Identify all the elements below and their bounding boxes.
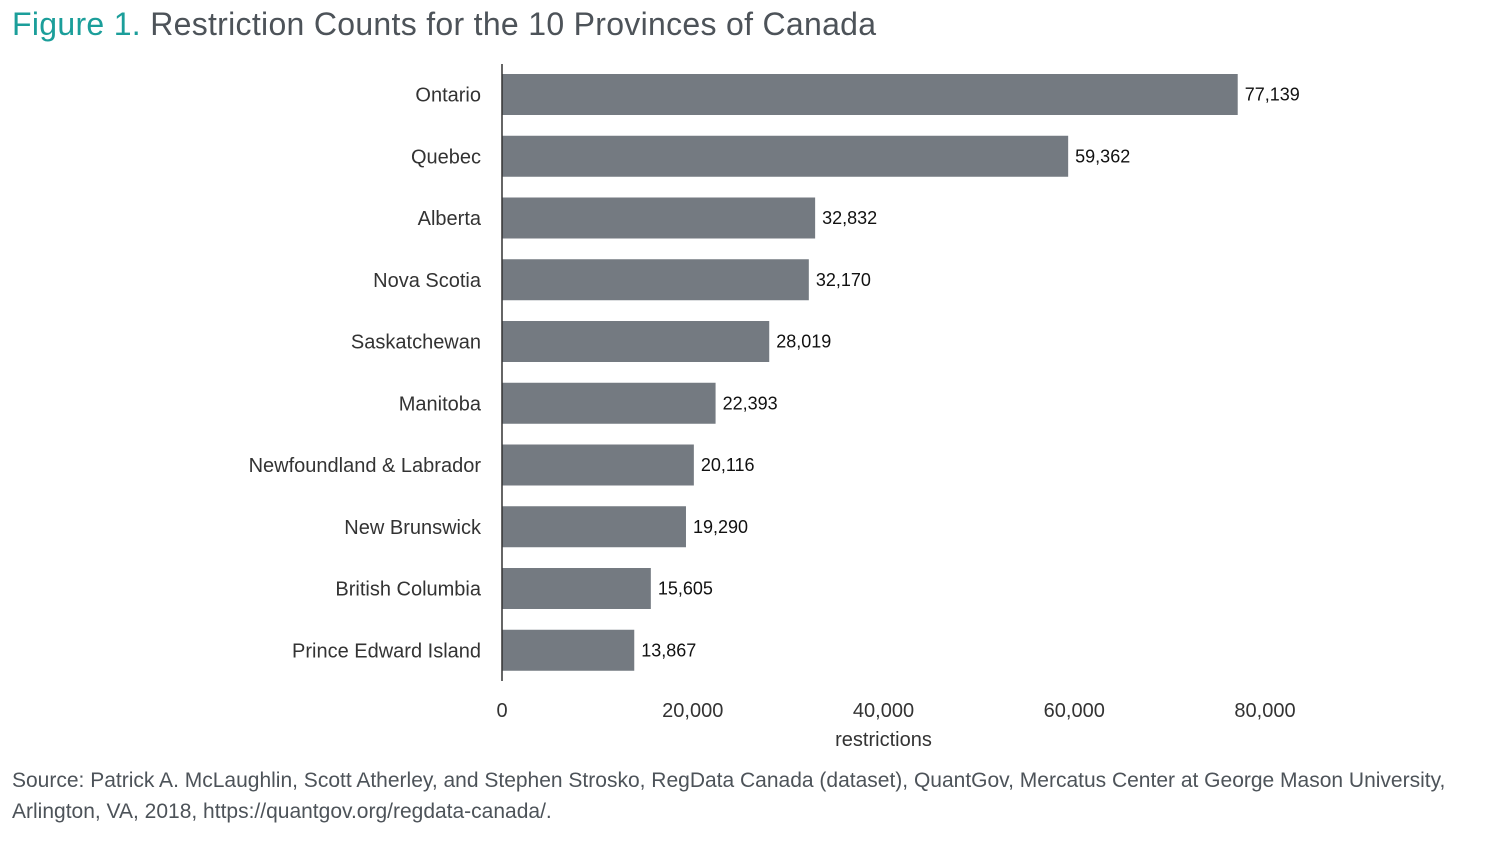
- category-label: British Columbia: [335, 579, 481, 601]
- chart-title: Restriction Counts for the 10 Provinces …: [150, 6, 877, 42]
- bar: [502, 259, 809, 301]
- value-label: 32,170: [816, 270, 871, 290]
- value-label: 13,867: [641, 640, 696, 660]
- bar-chart: Ontario Quebec Alberta Nova Scotia Saskatche…: [249, 64, 1300, 751]
- bar: [502, 568, 651, 609]
- x-tick-label: 60,000: [1044, 700, 1105, 722]
- x-tick-label: 40,000: [853, 700, 914, 722]
- bars-group: [502, 74, 1238, 671]
- bar: [502, 135, 1069, 177]
- value-label: 19,290: [693, 517, 748, 537]
- bar: [502, 629, 635, 671]
- x-tick-label: 0: [496, 700, 507, 722]
- value-label: 15,605: [658, 579, 713, 599]
- category-label: Saskatchewan: [351, 332, 481, 354]
- bar: [502, 321, 770, 362]
- value-label: 77,139: [1245, 85, 1300, 105]
- category-label: Quebec: [411, 146, 481, 168]
- x-axis-label: restrictions: [835, 729, 932, 751]
- value-label: 59,362: [1075, 146, 1130, 166]
- value-label: 20,116: [701, 455, 755, 475]
- category-label: Alberta: [418, 208, 482, 230]
- category-labels: Ontario Quebec Alberta Nova Scotia Saskatche…: [249, 85, 482, 663]
- bar: [502, 197, 816, 239]
- bar: [502, 382, 716, 424]
- category-label: Manitoba: [399, 393, 482, 415]
- value-labels: 77,139 59,362 32,832 32,170 28,019 22,393 20,1…: [641, 85, 1300, 661]
- bar: [502, 74, 1238, 115]
- category-label: Newfoundland & Labrador: [249, 455, 482, 477]
- category-label: Nova Scotia: [373, 270, 482, 292]
- category-label: Prince Edward Island: [292, 640, 481, 662]
- bar: [502, 444, 694, 486]
- figure-label: Figure 1.: [12, 6, 141, 42]
- value-label: 28,019: [776, 332, 831, 352]
- value-label: 22,393: [723, 393, 778, 413]
- category-label: Ontario: [415, 85, 481, 107]
- category-label: New Brunswick: [344, 517, 482, 539]
- x-tick-label: 80,000: [1234, 700, 1295, 722]
- x-tick-label: 20,000: [662, 700, 723, 722]
- bar: [502, 506, 686, 548]
- x-tick-labels: 0 20,000 40,000 60,000 80,000: [496, 700, 1295, 722]
- value-label: 32,832: [822, 208, 877, 228]
- source-note: Source: Patrick A. McLaughlin, Scott Ath…: [12, 769, 1446, 823]
- figure-title: Figure 1. Restriction Counts for the 10 …: [12, 6, 876, 43]
